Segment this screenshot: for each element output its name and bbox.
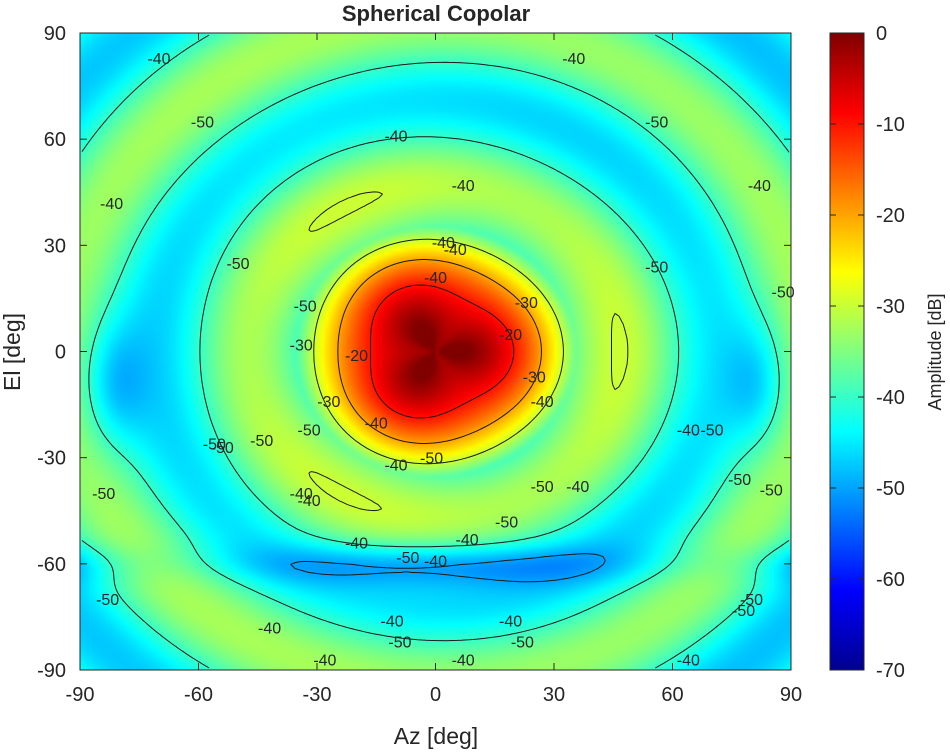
y-tick-label: -60 [37, 554, 66, 576]
contour-label: -40 [432, 235, 455, 252]
colorbar: 0 -10 -20 -30 -40 -50 -60 -70 Amplitude [dB] [829, 23, 945, 682]
amplitude-heatmap [80, 33, 791, 670]
y-tick-label: 30 [44, 235, 66, 257]
colorbar-tick-label: -30 [876, 296, 905, 318]
colorbar-tick-label: -40 [876, 387, 905, 409]
contour-label: -50 [388, 635, 411, 652]
x-tick-label: 90 [780, 684, 802, 706]
contour-label: -50 [531, 479, 554, 496]
contour-label: -50 [250, 433, 273, 450]
contour-label: -40 [531, 394, 554, 411]
y-tick-label: 60 [44, 129, 66, 151]
contour-label: -40 [452, 178, 475, 195]
colorbar-tick-label: -10 [876, 114, 905, 136]
contour-label: -40 [147, 51, 170, 68]
contour-label: -40 [298, 493, 321, 510]
colorbar-tick-label: -70 [876, 660, 905, 682]
contour-label: -40 [100, 196, 123, 213]
contour-label: -40 [313, 652, 336, 669]
colorbar-ticks: 0 -10 -20 -30 -40 -50 -60 -70 [830, 23, 905, 682]
contour-label: -40 [345, 536, 368, 553]
contour-label: -50 [191, 114, 214, 131]
contour-label: -40 [424, 553, 447, 570]
x-tick-label: 0 [430, 684, 441, 706]
contour-label: -40 [424, 270, 447, 287]
contour-label: -30 [290, 337, 313, 354]
y-axis-label: El [deg] [0, 313, 25, 391]
contour-label: -50 [396, 550, 419, 567]
contour-label: -50 [732, 603, 755, 620]
contour-line [290, 553, 606, 583]
chart-title: Spherical Copolar [342, 1, 531, 26]
contour-label: -50 [645, 114, 668, 131]
contour-label: -50 [511, 635, 534, 652]
x-axis-ticks: -90 -60 -30 0 30 60 90 [66, 33, 802, 706]
contour-line [337, 259, 542, 444]
contour-label: -30 [515, 295, 538, 312]
x-tick-label: -90 [66, 684, 95, 706]
contour-label: -40 [452, 652, 475, 669]
contour-label: -40 [499, 613, 522, 630]
contour-label: -50 [203, 437, 226, 454]
contour-label: -50 [226, 256, 249, 273]
contour-label: -50 [728, 472, 751, 489]
plot-area: -40 -40-40-50 -50-40-40-40-50 -50-50-50-40-… [79, 32, 795, 671]
contour-label: -50 [420, 451, 443, 468]
contour-label: -50 [294, 298, 317, 315]
contour-label: -50 [211, 440, 234, 457]
contour-label: -40 [677, 652, 700, 669]
contour-line [81, 34, 790, 669]
y-tick-label: -30 [37, 448, 66, 470]
contour-label: -40 [258, 621, 281, 638]
x-tick-label: 60 [661, 684, 683, 706]
contour-label: -50 [495, 514, 518, 531]
contour-label: -50 [760, 483, 783, 500]
contour-label: -40 [677, 422, 700, 439]
contour-label: -30 [317, 394, 340, 411]
contour-label: -40 [562, 51, 585, 68]
contour-label: -50 [772, 284, 795, 301]
x-tick-label: 30 [543, 684, 565, 706]
colorbar-tick-label: -20 [876, 205, 905, 227]
contour-label: -40 [365, 415, 388, 432]
y-axis-ticks: 90 60 30 0 -30 -60 -90 [37, 23, 791, 682]
contour-label: -40 [380, 613, 403, 630]
contour-label: -40 [566, 479, 589, 496]
y-tick-label: -90 [37, 660, 66, 682]
colorbar-label: Amplitude [dB] [925, 293, 945, 410]
colorbar-tick-label: -60 [876, 569, 905, 591]
contour-lines [81, 34, 790, 669]
y-tick-label: 0 [55, 342, 66, 364]
colorbar-gradient [829, 32, 865, 671]
contour-label: -30 [523, 369, 546, 386]
contour-label: -50 [92, 486, 115, 503]
contour-label: -40 [748, 178, 771, 195]
contour-label: -40 [384, 129, 407, 146]
colorbar-tick-label: -50 [876, 478, 905, 500]
contour-label: -50 [700, 422, 723, 439]
colorbar-tick-label: 0 [876, 23, 887, 45]
x-axis-label: Az [deg] [394, 723, 478, 749]
contour-line [370, 284, 515, 419]
contour-line [308, 191, 629, 512]
contour-label: -50 [740, 592, 763, 609]
contour-label: -40 [384, 458, 407, 475]
x-tick-label: -30 [303, 684, 332, 706]
contour-label: -40 [290, 486, 313, 503]
x-tick-label: -60 [184, 684, 213, 706]
contour-label: -40 [444, 242, 467, 259]
contour-label: -20 [499, 327, 522, 344]
contour-label: -50 [96, 592, 119, 609]
contour-labels: -40 -40-40-50 -50-40-40-40-50 -50-50-50-40-… [92, 51, 795, 670]
contour-label: -20 [345, 348, 368, 365]
y-tick-label: 90 [44, 23, 66, 45]
contour-label: -40 [456, 532, 479, 549]
contour-label: -50 [645, 260, 668, 277]
contour-label: -50 [298, 422, 321, 439]
